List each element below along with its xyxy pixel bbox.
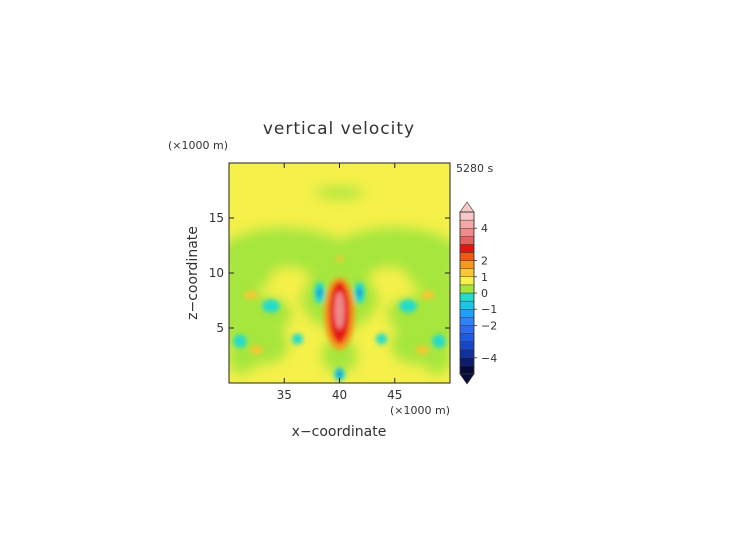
- colorbar-segment: [459, 252, 475, 261]
- x-tick-label: 45: [387, 388, 402, 402]
- colorbar-tick-label: 2: [481, 255, 488, 268]
- colorbar-segment: [459, 300, 475, 310]
- colorbar-segment: [459, 357, 475, 367]
- colorbar-tick-label: −4: [481, 352, 497, 365]
- field-feature: [249, 345, 264, 355]
- colorbar-tick-label: 1: [481, 271, 488, 284]
- colorbar-segment: [459, 284, 475, 294]
- colorbar-segment: [459, 260, 475, 269]
- velocity-field: [229, 163, 450, 383]
- colorbar-max-arrow: [459, 201, 475, 213]
- x-tick-label: 40: [332, 388, 347, 402]
- field-feature: [432, 334, 446, 348]
- field-blob: [321, 337, 358, 374]
- y-axis-label: z−coordinate: [185, 226, 201, 320]
- colorbar: 4 2 1 0 −1 −2 −4: [459, 201, 497, 385]
- field-blob: [289, 309, 312, 358]
- colorbar-segment: [459, 227, 475, 237]
- y-unit-label: (×1000 m): [168, 139, 228, 152]
- colorbar-tick-label: −1: [481, 303, 497, 316]
- field-feature: [334, 291, 345, 330]
- colorbar-segment: [459, 211, 475, 221]
- colorbar-segment: [459, 276, 475, 286]
- downdraft-core: [337, 369, 342, 380]
- field-blob: [229, 339, 257, 375]
- field-feature: [375, 333, 388, 345]
- x-axis: 35 40 45: [277, 163, 402, 402]
- field-feature: [233, 334, 247, 348]
- downdraft-core: [317, 287, 322, 298]
- field-blob: [229, 227, 351, 286]
- field-blob: [367, 309, 390, 358]
- field-feature: [291, 333, 304, 345]
- y-tick-label: 5: [216, 321, 224, 335]
- colorbar-segment: [459, 325, 475, 334]
- colorbar-segment: [459, 292, 475, 302]
- field-feature: [415, 345, 430, 355]
- x-tick-label: 35: [277, 388, 292, 402]
- colorbar-segment: [459, 268, 475, 278]
- field-blob: [269, 267, 310, 290]
- colorbar-tick-label: −2: [481, 319, 497, 332]
- field-feature: [421, 290, 435, 300]
- colorbar-segment: [459, 349, 475, 359]
- colorbar-tick-label: 4: [481, 222, 488, 235]
- field-feature: [336, 255, 343, 262]
- downdraft-core: [357, 287, 362, 298]
- colorbar-segment: [459, 365, 475, 375]
- y-tick-label: 10: [209, 266, 224, 280]
- field-feature: [244, 290, 258, 300]
- colorbar-segment: [459, 317, 475, 326]
- colorbar-segment: [459, 236, 475, 245]
- field-blob: [369, 267, 410, 290]
- x-unit-label: (×1000 m): [390, 404, 450, 417]
- y-tick-label: 15: [209, 211, 224, 225]
- colorbar-segment: [459, 244, 475, 253]
- field-blob: [315, 187, 364, 199]
- colorbar-segment: [459, 333, 475, 342]
- colorbar-tick-label: 0: [481, 287, 488, 300]
- field-blob: [422, 339, 450, 375]
- colorbar-segment: [459, 219, 475, 229]
- colorbar-segment: [459, 341, 475, 350]
- colorbar-segment: [459, 309, 475, 318]
- x-axis-label: x−coordinate: [292, 424, 387, 440]
- field-feature: [262, 299, 280, 313]
- y-axis: 5 10 15: [209, 211, 450, 335]
- field-feature: [399, 299, 417, 313]
- chart-title: vertical velocity: [263, 119, 415, 139]
- field-blob: [328, 227, 450, 286]
- colorbar-min-arrow: [459, 373, 475, 385]
- time-label: 5280 s: [456, 162, 493, 175]
